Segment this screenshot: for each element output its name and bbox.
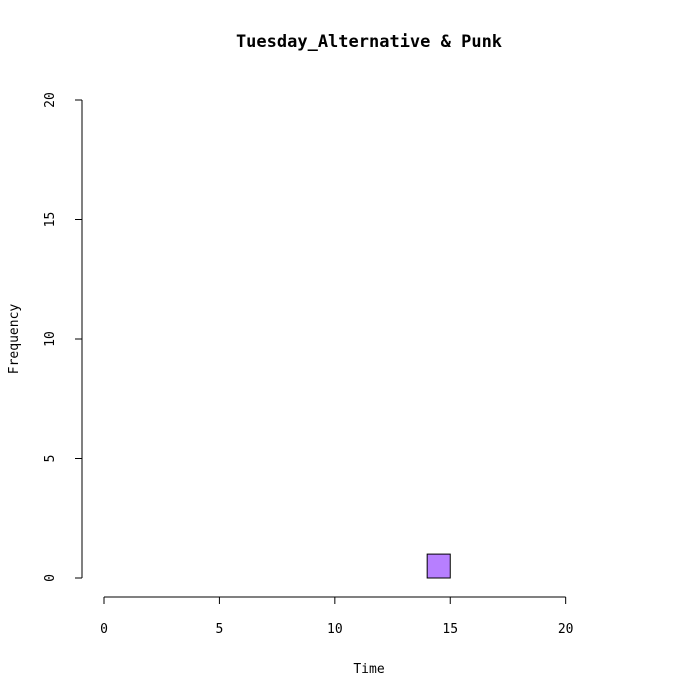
y-axis: 0 5 10 15 20 — [43, 92, 83, 582]
x-tick-label: 10 — [327, 622, 343, 637]
x-tick-label: 20 — [558, 622, 574, 637]
y-tick-label: 5 — [43, 455, 58, 463]
x-axis-label: Time — [353, 662, 384, 677]
x-tick-label: 15 — [442, 622, 458, 637]
y-tick-label: 20 — [43, 92, 58, 108]
chart-title: Tuesday_Alternative & Punk — [236, 32, 502, 52]
bars-group — [426, 553, 451, 579]
y-axis-label: Frequency — [7, 304, 22, 375]
x-tick-label: 0 — [100, 622, 108, 637]
y-tick-label: 0 — [43, 574, 58, 582]
y-tick-label: 15 — [43, 212, 58, 228]
x-axis: 0 5 10 15 20 — [100, 596, 574, 637]
y-tick-label: 10 — [43, 331, 58, 347]
x-tick-label: 5 — [216, 622, 224, 637]
histogram-bar — [426, 553, 451, 579]
